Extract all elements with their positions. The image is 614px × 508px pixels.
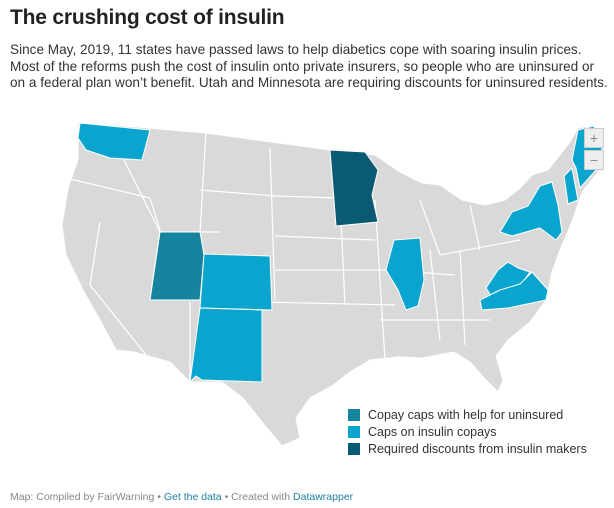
state-new-york[interactable] bbox=[499, 181, 563, 241]
state-illinois[interactable] bbox=[385, 237, 425, 311]
zoom-out-button[interactable]: − bbox=[584, 150, 604, 170]
legend-item: Required discounts from insulin makers bbox=[348, 440, 598, 457]
get-data-link[interactable]: Get the data bbox=[163, 491, 222, 503]
chart-title: The crushing cost of insulin bbox=[10, 6, 285, 29]
footer-separator: • bbox=[154, 491, 164, 503]
legend-swatch bbox=[348, 442, 360, 455]
state-new-hampshire[interactable] bbox=[563, 167, 579, 205]
legend-label: Caps on insulin copays bbox=[368, 424, 497, 439]
datawrapper-link[interactable]: Datawrapper bbox=[293, 491, 354, 503]
zoom-in-button[interactable]: + bbox=[584, 128, 604, 148]
legend-item: Caps on insulin copays bbox=[348, 423, 598, 440]
legend-label: Copay caps with help for uninsured bbox=[368, 407, 564, 422]
chart-description: Since May, 2019, 11 states have passed l… bbox=[10, 42, 608, 91]
us-map bbox=[61, 121, 605, 447]
state-washington[interactable] bbox=[77, 122, 151, 161]
state-colorado[interactable] bbox=[199, 253, 273, 311]
legend-label: Required discounts from insulin makers bbox=[368, 441, 587, 456]
state-utah[interactable] bbox=[149, 231, 205, 301]
map-legend: Copay caps with help for uninsured Caps … bbox=[342, 403, 604, 461]
legend-item: Copay caps with help for uninsured bbox=[348, 406, 598, 423]
state-virginia[interactable] bbox=[479, 271, 549, 311]
legend-swatch bbox=[348, 425, 360, 438]
state-minnesota[interactable] bbox=[329, 149, 379, 227]
footer-separator: • bbox=[221, 491, 232, 503]
footer-source: Map: Compiled by FairWarning bbox=[10, 491, 155, 503]
footer: Map: Compiled by FairWarning • Get the d… bbox=[10, 491, 353, 503]
state-new-mexico[interactable] bbox=[189, 307, 263, 383]
legend-swatch bbox=[348, 408, 360, 421]
footer-created-with: Created with bbox=[231, 491, 294, 503]
